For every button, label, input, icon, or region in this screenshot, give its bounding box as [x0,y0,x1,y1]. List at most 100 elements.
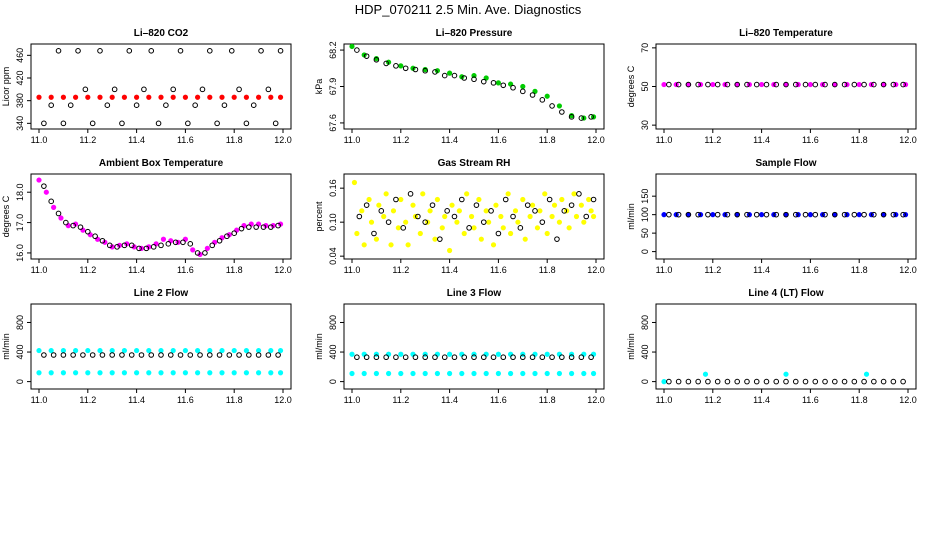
line3-series0-point [398,351,404,357]
rh-series1-point [554,236,560,242]
line2-series1-point [121,370,127,376]
box_temp-series1-point [70,222,76,229]
line2-series2-point [265,352,272,358]
rh-series0-point [461,230,467,237]
sample_flow-ylabel: ml/min [626,203,636,230]
co2-ytick-label: 380 [15,93,25,108]
sample_flow-series1-point [685,211,692,218]
pressure-series1-point [471,76,477,83]
co2-series1-point [97,48,103,54]
line2-series1-point [158,370,164,376]
line3-ylabel: ml/min [314,333,324,360]
line4-series1-point [861,378,867,385]
line2-series0-point [134,347,140,354]
temperature-series1-point [890,81,897,88]
co2-series1-point [55,48,62,54]
line4-xtick-label: 11.2 [704,395,721,405]
rh-series0-point [573,213,580,220]
line2-series2-point [60,352,67,358]
pressure-series0-point [495,80,502,86]
line3-series0-point [544,351,550,357]
line4-series1-point [714,378,721,385]
sample_flow-xtick-label: 11.2 [704,265,721,275]
line3-series2-point [363,354,370,361]
line2-series2-point [99,352,106,358]
box_temp-ytick-label: 16.0 [15,244,25,262]
sample_flow-series1-point [802,211,809,218]
co2-series0-point [72,94,79,100]
line3-ytick-label: 400 [328,345,338,360]
temperature-series1-point [714,81,721,88]
pressure-ylabel: kPa [314,79,324,95]
sample_flow-series1-point [675,211,682,218]
line3-series1-point [508,370,514,377]
line2-series0-point [121,347,127,354]
line2-series0-point [243,347,249,354]
line2-series1-point [231,370,237,376]
box_temp-series0-point [87,232,93,238]
line3-series1-point [410,370,416,377]
sample_flow-ytick-label: 0 [640,249,650,254]
sample_flow-series0-point [710,212,716,218]
temperature-series1-point [871,81,877,88]
rh-series1-point [495,230,502,237]
pressure-series0-point [520,83,526,90]
line3-series2-point [451,354,458,361]
pressure-series1-point [480,78,487,85]
rh-xtick-label: 11.8 [539,265,556,275]
sample_flow-series1-point [832,211,838,218]
line3-xtick-label: 11.0 [344,395,361,405]
box_temp-series1-point [106,242,113,249]
pressure-ytick-label: 67.9 [328,78,338,96]
box_temp-series1-point [187,241,194,247]
co2-series0-point [243,94,249,100]
rh-plot-frame [343,173,605,260]
rh-series0-point [542,191,548,197]
line4-title: Line 4 (LT) Flow [748,288,824,299]
rh-series0-point [483,208,489,214]
co2-series0-point [195,94,201,100]
rh-series0-point [464,191,470,197]
temperature-series1-point [763,81,770,88]
line2-ylabel: ml/min [1,333,11,360]
line2-series2-point [50,352,57,358]
box_temp-series1-point [202,250,208,256]
co2-series0-point [36,94,42,100]
line3-series2-point [393,354,399,361]
line3-series1-point [581,370,587,377]
line3-series1-point [556,370,563,377]
line4-series1-point [773,378,780,385]
co2-series1-point [236,86,242,93]
temperature-series1-point [695,81,701,88]
co2-series1-point [111,86,118,93]
co2-series1-point [243,120,250,127]
co2-series0-point [268,94,274,100]
co2-series0-point [85,94,91,100]
line4-series1-point [705,378,711,385]
co2-series0-point [146,94,152,100]
co2-series1-point [228,48,235,54]
box_temp-series1-point [128,242,135,249]
box_temp-series1-point [260,224,267,230]
line4-series1-point [900,378,906,385]
line2-series0-point [158,347,164,354]
line2-series2-point [207,352,213,358]
sample_flow-series1-point [753,211,760,218]
line4-ylabel: ml/min [626,333,636,360]
line2-series0-point [268,347,274,354]
pressure-series1-point [373,56,380,63]
temperature-series1-point [851,81,858,88]
temperature-series0-point [710,81,716,88]
rh-series1-point [517,225,524,231]
rh-series1-point [532,208,538,214]
box_temp-series1-point [158,242,164,249]
line2-series2-point [226,352,233,358]
line2-series2-point [80,352,86,358]
line2-series2-point [119,352,125,358]
rh-series0-point [490,242,497,248]
rh-series0-point [498,213,504,220]
rh-series0-point [590,213,597,220]
temperature-series1-point [773,81,780,88]
sample_flow-series1-point [763,211,770,218]
line4-series1-point [822,378,828,385]
